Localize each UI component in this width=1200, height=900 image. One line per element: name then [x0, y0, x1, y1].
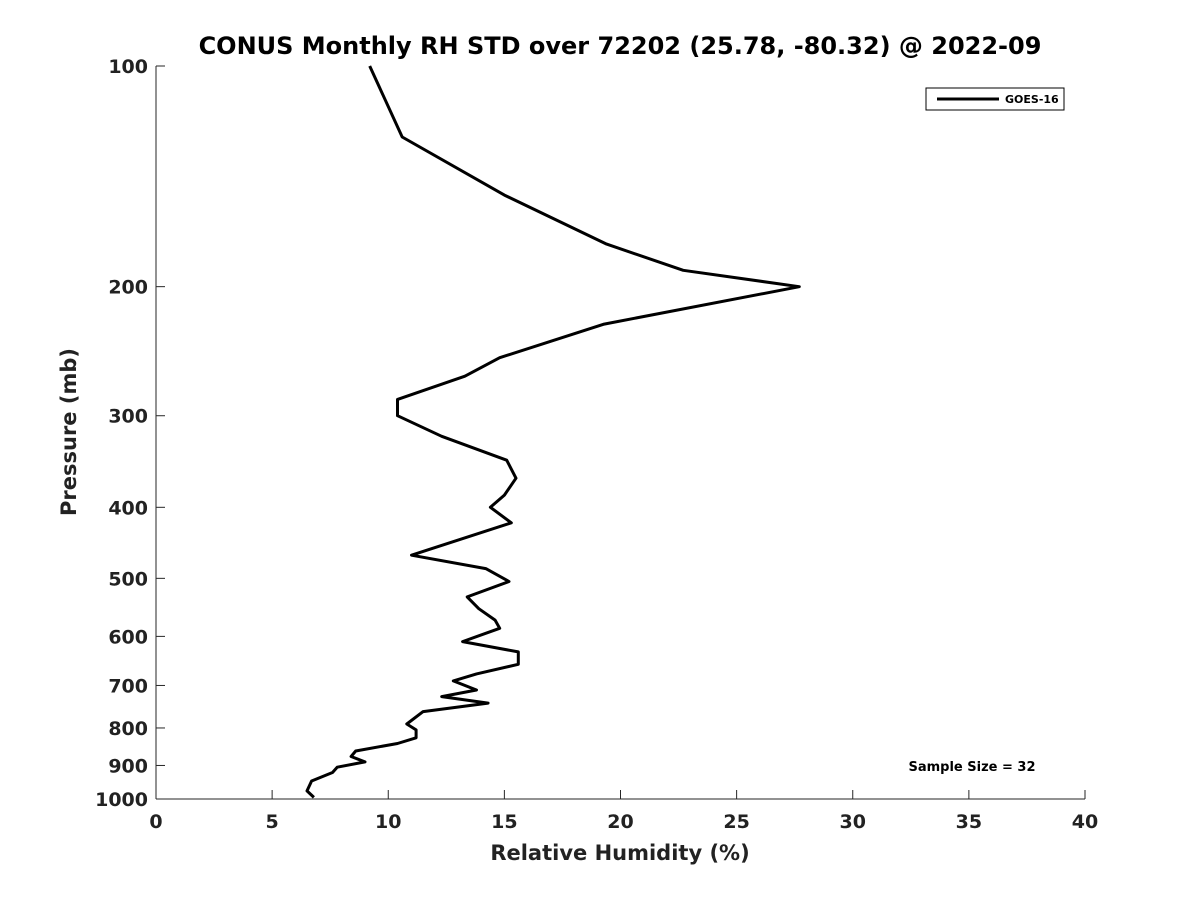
y-tick-label: 900: [108, 755, 148, 777]
chart-title: CONUS Monthly RH STD over 72202 (25.78, …: [199, 32, 1042, 60]
x-tick-label: 20: [607, 811, 633, 833]
y-tick-label: 400: [108, 497, 148, 519]
x-tick-label: 5: [266, 811, 279, 833]
x-tick-label: 15: [491, 811, 517, 833]
x-tick-label: 10: [375, 811, 401, 833]
y-tick-label: 1000: [95, 789, 148, 811]
axes: 0 5 10 15 20 25 30 35 40 100 200 300 400 500 600 700 800…: [95, 56, 1098, 833]
y-tick-label: 700: [108, 675, 148, 697]
y-axis-label: Pressure (mb): [57, 348, 81, 516]
y-tick-label: 200: [108, 277, 148, 299]
y-tick-label: 300: [108, 406, 148, 428]
x-tick-label: 30: [840, 811, 866, 833]
x-tick-label: 0: [149, 811, 162, 833]
x-tick-label: 25: [723, 811, 749, 833]
x-axis-label: Relative Humidity (%): [490, 841, 749, 865]
y-tick-label: 800: [108, 718, 148, 740]
y-tick-label: 500: [108, 568, 148, 590]
y-tick-label: 100: [108, 56, 148, 78]
legend: GOES-16: [925, 87, 1065, 111]
sample-size-annotation: Sample Size = 32: [908, 760, 1035, 775]
legend-label: GOES-16: [1005, 93, 1059, 106]
x-tick-label: 35: [956, 811, 982, 833]
x-tick-label: 40: [1072, 811, 1098, 833]
series-line-goes16: [305, 65, 801, 799]
plot-area: [156, 66, 1085, 799]
y-tick-label: 600: [108, 626, 148, 648]
